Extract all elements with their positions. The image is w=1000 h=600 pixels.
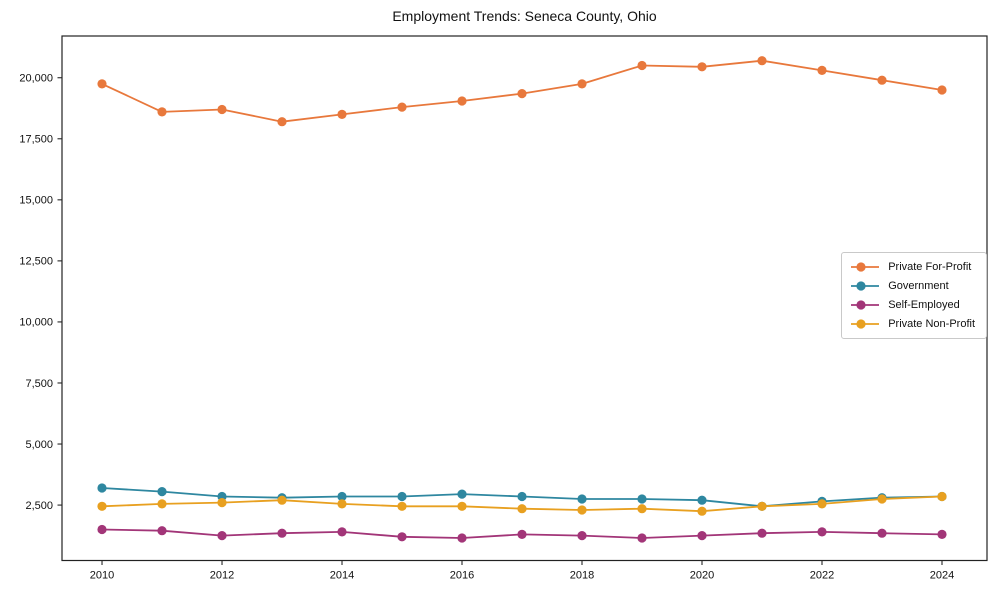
y-tick-label: 7,500: [25, 378, 53, 390]
data-point-marker: [457, 96, 467, 106]
data-point-marker: [157, 107, 167, 117]
x-tick-label: 2024: [930, 570, 954, 582]
data-point-marker: [877, 528, 887, 538]
data-point-marker: [517, 504, 527, 514]
y-tick-label: 2,500: [25, 500, 53, 512]
data-point-marker: [757, 56, 767, 66]
legend-line-marker-icon: [851, 262, 880, 272]
legend-line-marker-icon: [851, 300, 880, 310]
data-point-marker: [277, 528, 287, 538]
axis-tick-labels: 2,500 5,000 7,500 10,000 12,500 15,000 17,500 2…: [19, 73, 954, 582]
data-point-marker: [757, 501, 767, 511]
legend: Private For-Profit Government Self-Employe…: [841, 252, 987, 339]
series-private-non-profit: [97, 491, 947, 516]
data-point-marker: [157, 499, 167, 509]
data-point-marker: [217, 498, 227, 508]
data-point-marker: [397, 102, 407, 112]
x-tick-label: 2014: [330, 570, 354, 582]
data-point-marker: [637, 533, 647, 543]
legend-line-marker-icon: [851, 319, 880, 329]
data-point-marker: [697, 506, 707, 516]
data-point-marker: [577, 494, 587, 504]
legend-item-self-employed: Self-Employed: [850, 299, 975, 311]
legend-item-private-for-profit: Private For-Profit: [850, 261, 975, 273]
series-self-employed: [97, 524, 947, 543]
data-point-marker: [157, 487, 167, 497]
data-point-marker: [97, 501, 107, 511]
data-point-marker: [457, 489, 467, 499]
data-point-marker: [697, 62, 707, 72]
y-tick-label: 10,000: [19, 317, 53, 329]
data-point-marker: [757, 528, 767, 538]
legend-label: Self-Employed: [888, 299, 960, 311]
data-point-marker: [397, 532, 407, 542]
y-tick-label: 20,000: [19, 73, 53, 85]
x-tick-label: 2016: [450, 570, 474, 582]
data-point-marker: [817, 499, 827, 509]
data-point-marker: [97, 483, 107, 493]
data-point-marker: [217, 104, 227, 115]
legend-label: Private For-Profit: [888, 261, 972, 273]
y-tick-label: 17,500: [19, 134, 53, 146]
data-point-marker: [517, 529, 527, 540]
data-point-marker: [97, 524, 107, 535]
data-point-marker: [517, 491, 527, 502]
data-point-marker: [397, 501, 407, 511]
data-point-marker: [217, 531, 227, 541]
data-point-marker: [937, 529, 947, 540]
data-point-marker: [577, 79, 587, 89]
y-tick-label: 15,000: [19, 195, 53, 207]
data-point-marker: [637, 494, 647, 504]
y-tick-label: 5,000: [25, 439, 53, 451]
legend-label: Government: [888, 280, 949, 292]
legend-item-government: Government: [850, 280, 975, 292]
data-point-marker: [97, 79, 107, 89]
axis-ticks: [57, 77, 943, 565]
data-point-marker: [877, 494, 887, 504]
data-point-marker: [877, 75, 887, 85]
data-point-marker: [637, 60, 647, 71]
chart-title: Employment Trends: Seneca County, Ohio: [392, 8, 657, 24]
data-point-marker: [337, 109, 347, 119]
data-point-marker: [457, 501, 467, 511]
data-point-marker: [577, 531, 587, 541]
x-tick-label: 2012: [210, 570, 234, 582]
x-tick-label: 2020: [690, 570, 714, 582]
data-point-marker: [937, 85, 947, 95]
data-point-marker: [337, 499, 347, 509]
data-point-marker: [817, 65, 827, 75]
x-tick-label: 2018: [570, 570, 594, 582]
data-point-marker: [277, 495, 287, 505]
data-point-marker: [697, 495, 707, 505]
data-point-marker: [457, 533, 467, 543]
y-tick-label: 12,500: [19, 256, 53, 268]
legend-item-private-non-profit: Private Non-Profit: [850, 318, 975, 330]
data-point-marker: [517, 89, 527, 99]
x-tick-label: 2010: [90, 570, 114, 582]
data-point-marker: [157, 526, 167, 536]
x-tick-label: 2022: [810, 570, 834, 582]
data-point-marker: [937, 491, 947, 502]
data-point-marker: [397, 491, 407, 502]
data-point-marker: [817, 527, 827, 537]
plot-frame: [61, 35, 988, 562]
data-point-marker: [337, 527, 347, 537]
legend-line-marker-icon: [851, 281, 880, 291]
data-point-marker: [697, 531, 707, 541]
data-point-marker: [637, 504, 647, 514]
data-point-marker: [577, 505, 587, 515]
series-private-for-profit: [97, 56, 947, 127]
data-point-marker: [337, 491, 347, 502]
data-point-marker: [277, 117, 287, 127]
legend-label: Private Non-Profit: [888, 318, 975, 330]
